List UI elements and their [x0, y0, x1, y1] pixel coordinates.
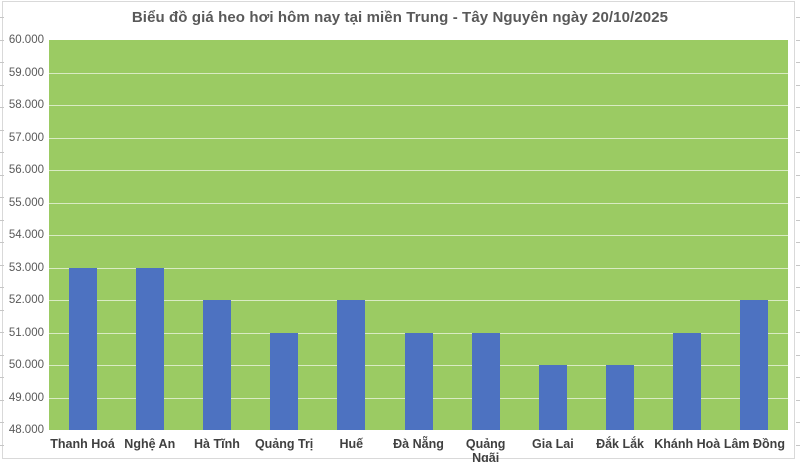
- worksheet-row-tick: [796, 17, 800, 18]
- worksheet-row-tick: [796, 355, 800, 356]
- worksheet-row-tick: [796, 265, 800, 266]
- x-category-label: Nghệ An: [124, 437, 176, 451]
- worksheet-row-tick: [0, 17, 4, 18]
- y-tick-label: 55.000: [8, 196, 44, 209]
- bar-Đắk Lắk: [606, 365, 635, 430]
- worksheet-row-tick: [0, 175, 4, 176]
- bar-Quảng Ngãi: [471, 332, 500, 430]
- worksheet-row-tick: [796, 242, 800, 243]
- gridline: [49, 235, 788, 236]
- worksheet-row-tick: [0, 265, 4, 266]
- y-tick-label: 50.000: [8, 359, 44, 371]
- bar-Quảng Trị: [270, 332, 299, 430]
- gridline: [49, 137, 788, 139]
- y-tick-label: 51.000: [8, 326, 44, 339]
- worksheet-row-tick: [0, 62, 4, 63]
- worksheet-row-tick: [796, 422, 800, 423]
- worksheet-row-tick: [796, 287, 800, 288]
- bar-Thanh Hoá: [68, 267, 97, 430]
- gridline: [49, 105, 788, 106]
- x-category-label: Lâm Đồng: [723, 437, 785, 451]
- worksheet-row-tick: [0, 355, 4, 356]
- bar-Hà Tĩnh: [202, 300, 231, 430]
- worksheet-row-tick: [796, 445, 800, 446]
- y-tick-label: 52.000: [8, 294, 44, 306]
- worksheet-row-tick: [796, 197, 800, 198]
- worksheet-row-tick: [0, 220, 4, 221]
- worksheet-row-tick: [0, 130, 4, 131]
- worksheet-row-tick: [0, 85, 4, 86]
- worksheet-row-tick: [0, 287, 4, 288]
- gridline: [49, 72, 788, 74]
- worksheet-row-tick: [796, 400, 800, 401]
- worksheet-row-tick: [796, 40, 800, 41]
- y-tick-label: 53.000: [8, 261, 44, 274]
- x-category-label: Hà Tĩnh: [194, 437, 240, 451]
- x-category-label: Đắk Lắk: [596, 437, 645, 451]
- x-category-label: Quảng Trị: [254, 437, 314, 451]
- y-tick-label: 58.000: [8, 99, 44, 111]
- bar-Lâm Đồng: [740, 300, 769, 430]
- worksheet-row-tick: [0, 445, 4, 446]
- gridline: [49, 267, 788, 269]
- worksheet-row-tick: [796, 220, 800, 221]
- worksheet-row-tick: [796, 107, 800, 108]
- x-category-label: Huế: [339, 437, 364, 451]
- worksheet-row-tick: [0, 332, 4, 333]
- y-tick-label: 56.000: [8, 164, 44, 176]
- worksheet-row-tick: [0, 40, 4, 41]
- plot-area: [49, 40, 788, 430]
- gridline: [49, 202, 788, 204]
- worksheet-row-tick: [796, 85, 800, 86]
- bar-Đà Nẵng: [404, 332, 433, 430]
- y-tick-label: 59.000: [8, 66, 44, 79]
- worksheet-row-tick: [796, 310, 800, 311]
- worksheet-row-tick: [796, 175, 800, 176]
- y-tick-label: 49.000: [8, 391, 44, 404]
- worksheet-row-tick: [0, 377, 4, 378]
- bar-Nghệ An: [135, 267, 164, 430]
- bar-Khánh Hoà: [673, 332, 702, 430]
- bar-Gia Lai: [538, 365, 567, 430]
- x-category-label: Quảng Ngãi: [465, 437, 506, 462]
- worksheet-row-tick: [0, 422, 4, 423]
- worksheet-row-tick: [0, 107, 4, 108]
- worksheet-row-tick: [796, 130, 800, 131]
- worksheet-row-tick: [0, 242, 4, 243]
- worksheet-row-tick: [796, 332, 800, 333]
- bar-Huế: [337, 300, 366, 430]
- worksheet-row-tick: [796, 152, 800, 153]
- y-tick-label: 48.000: [8, 424, 44, 436]
- worksheet-row-tick: [796, 62, 800, 63]
- x-category-label: Đà Nẵng: [393, 437, 444, 451]
- worksheet-row-tick: [0, 197, 4, 198]
- x-category-label: Gia Lai: [532, 437, 574, 451]
- y-tick-label: 60.000: [8, 34, 44, 46]
- worksheet-row-tick: [0, 400, 4, 401]
- chart-title: Biểu đồ giá heo hơi hôm nay tại miền Tru…: [131, 9, 669, 26]
- gridline: [49, 300, 788, 301]
- worksheet-row-tick: [0, 152, 4, 153]
- y-tick-label: 54.000: [8, 229, 44, 241]
- x-category-label: Khánh Hoà: [654, 437, 721, 451]
- x-category-label: Thanh Hoá: [50, 437, 115, 451]
- worksheet-row-tick: [0, 310, 4, 311]
- y-tick-label: 57.000: [8, 131, 44, 144]
- gridline: [49, 170, 788, 171]
- worksheet-row-tick: [796, 377, 800, 378]
